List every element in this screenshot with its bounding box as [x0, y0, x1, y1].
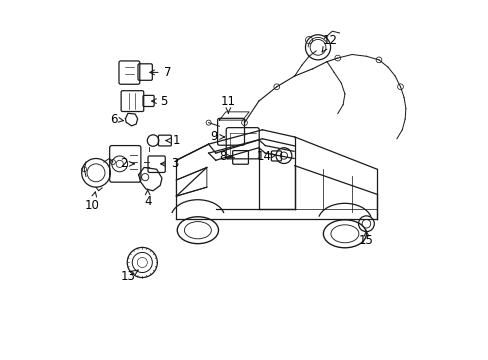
- Text: 3: 3: [160, 157, 178, 170]
- Text: 13: 13: [120, 270, 138, 283]
- Text: 5: 5: [151, 95, 167, 108]
- Text: 14: 14: [256, 150, 275, 163]
- Text: 8: 8: [219, 150, 232, 163]
- Text: 15: 15: [358, 231, 373, 247]
- Text: 2: 2: [121, 157, 134, 170]
- Text: 7: 7: [149, 66, 171, 79]
- Text: 6: 6: [110, 113, 123, 126]
- Text: 1: 1: [165, 134, 180, 147]
- Text: 11: 11: [221, 95, 235, 113]
- Text: 12: 12: [322, 33, 337, 52]
- Text: 9: 9: [210, 130, 224, 144]
- Text: 10: 10: [84, 192, 100, 212]
- Text: 4: 4: [143, 189, 151, 208]
